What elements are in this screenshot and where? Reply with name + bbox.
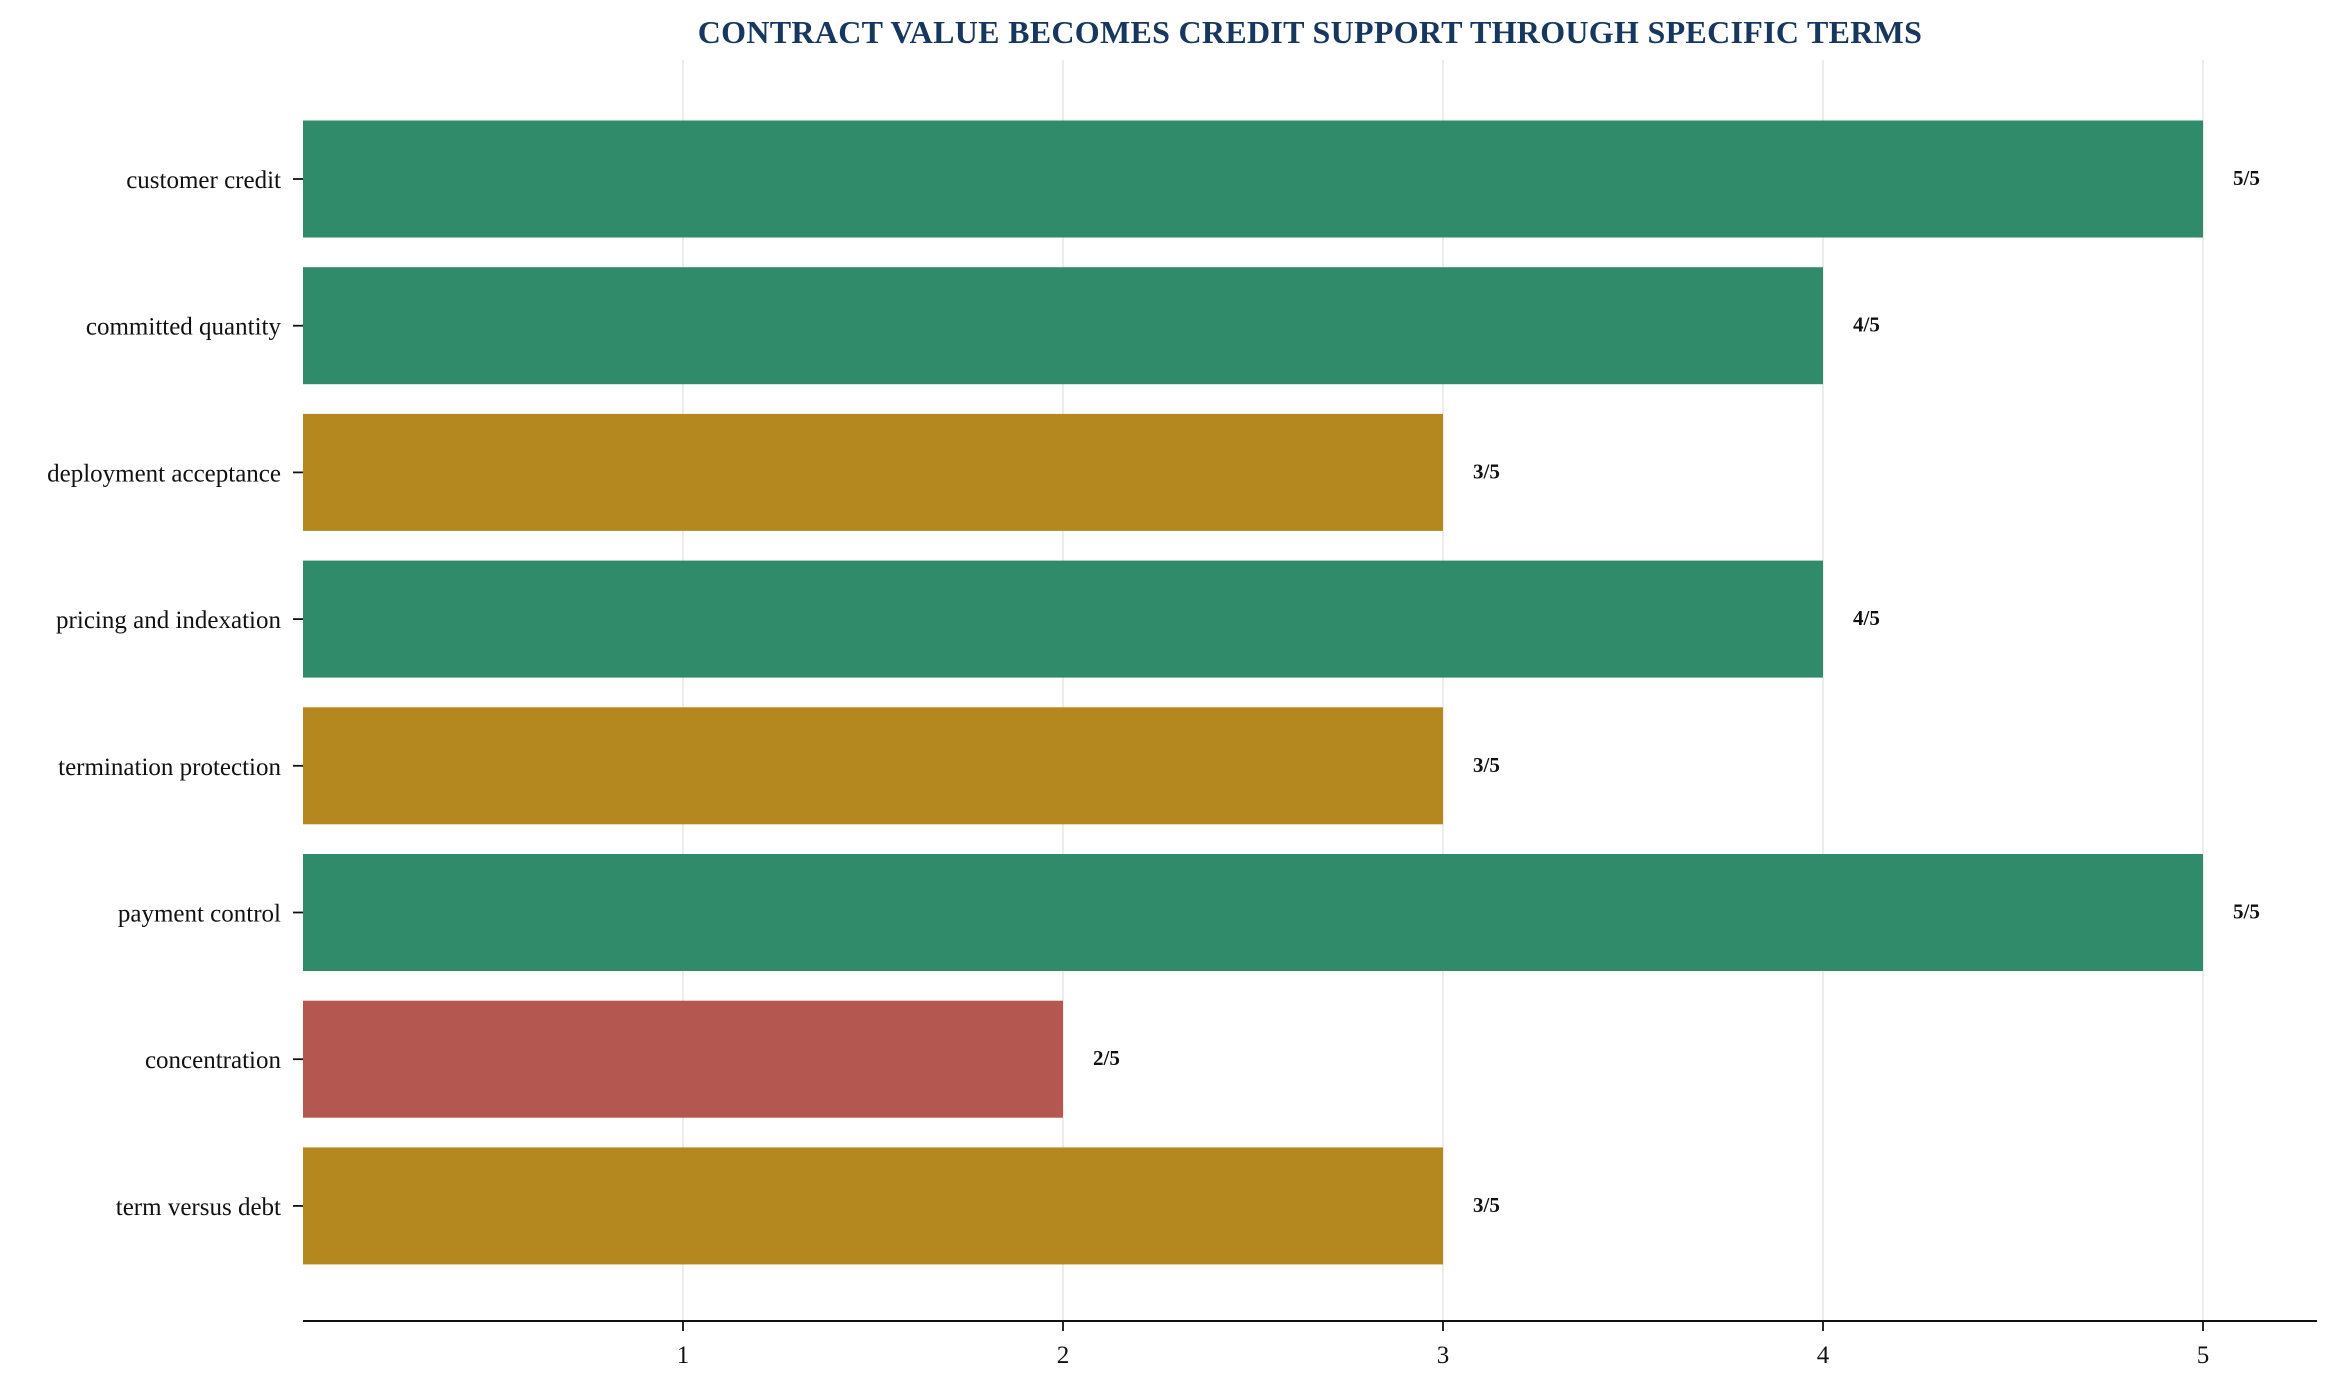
category-label: concentration	[145, 1047, 282, 1074]
value-label: 3/5	[1473, 459, 1500, 483]
category-label: term versus debt	[116, 1194, 281, 1221]
value-label: 5/5	[2233, 900, 2260, 924]
bars: 5/5 4/5 3/5 4/5 3/5 5/5 2/5 3/5	[303, 120, 2260, 1265]
category-label: pricing and indexation	[56, 607, 281, 634]
value-label: 2/5	[1093, 1046, 1120, 1070]
bar	[303, 413, 1443, 531]
bar	[303, 1000, 1063, 1118]
bar	[303, 1147, 1443, 1265]
x-tick-label: 1	[677, 1342, 690, 1369]
value-label: 4/5	[1853, 606, 1880, 630]
axes: customer credit committed quantity deploym…	[47, 167, 2317, 1369]
category-label: customer credit	[126, 167, 281, 194]
x-tick-label: 4	[1817, 1342, 1830, 1369]
chart-title: CONTRACT VALUE BECOMES CREDIT SUPPORT TH…	[698, 14, 1923, 50]
bar	[303, 120, 2203, 238]
grid-lines	[682, 60, 2204, 1321]
bar	[303, 707, 1443, 825]
x-tick-label: 2	[1057, 1342, 1070, 1369]
x-tick-label: 5	[2197, 1342, 2210, 1369]
category-label: deployment acceptance	[47, 460, 281, 487]
value-label: 3/5	[1473, 1193, 1500, 1217]
value-label: 4/5	[1853, 313, 1880, 337]
bar	[303, 267, 1823, 385]
value-label: 5/5	[2233, 166, 2260, 190]
value-label: 3/5	[1473, 753, 1500, 777]
x-tick-label: 3	[1437, 1342, 1450, 1369]
category-label: committed quantity	[86, 314, 282, 341]
category-label: payment control	[118, 901, 281, 928]
bar	[303, 560, 1823, 678]
category-label: termination protection	[58, 754, 281, 781]
bar	[303, 854, 2203, 971]
